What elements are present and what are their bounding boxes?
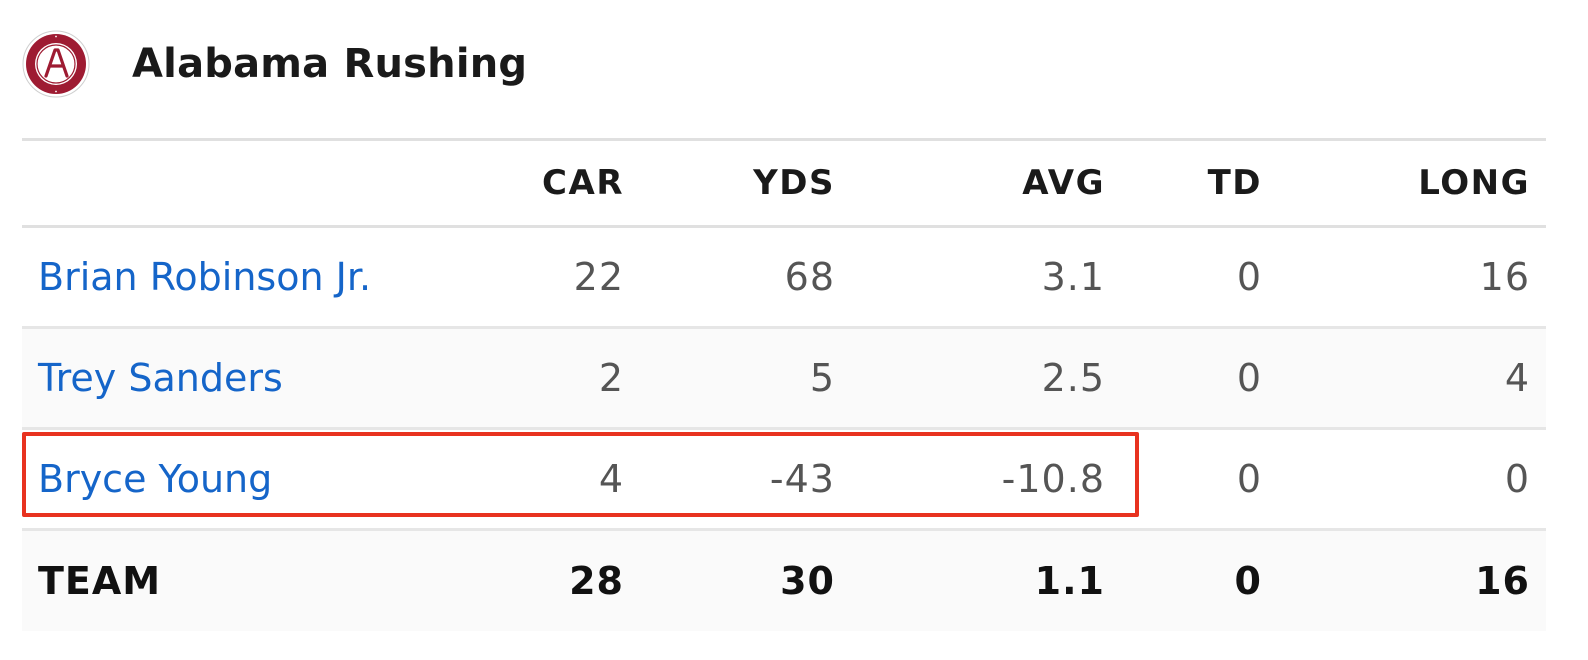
team-label: TEAM <box>38 559 162 603</box>
cell-long: 4 <box>1504 356 1530 400</box>
cell-long: 0 <box>1504 457 1530 501</box>
cell-yds: 5 <box>809 356 835 400</box>
cell-td: 0 <box>1236 356 1262 400</box>
player-link[interactable]: Brian Robinson Jr. <box>38 255 372 299</box>
table-header-row: CAR YDS AVG TD LONG <box>22 138 1546 228</box>
table-row: Trey Sanders 2 5 2.5 0 4 <box>22 329 1546 430</box>
table-row: Brian Robinson Jr. 22 68 3.1 0 16 <box>22 228 1546 329</box>
column-header-avg[interactable]: AVG <box>1022 163 1105 203</box>
cell-long: 16 <box>1479 255 1530 299</box>
cell-avg: -10.8 <box>1001 457 1105 501</box>
table-header: Alabama Rushing <box>22 28 527 100</box>
cell-yds: -43 <box>769 457 835 501</box>
column-header-car[interactable]: CAR <box>542 163 624 203</box>
cell-avg: 2.5 <box>1041 356 1105 400</box>
cell-td: 0 <box>1236 255 1262 299</box>
cell-yds: 68 <box>784 255 835 299</box>
player-link[interactable]: Trey Sanders <box>38 356 283 400</box>
player-link[interactable]: Bryce Young <box>38 457 273 501</box>
cell-car: 28 <box>569 559 624 603</box>
table-row: Bryce Young 4 -43 -10.8 0 0 <box>22 430 1546 531</box>
cell-car: 22 <box>573 255 624 299</box>
cell-car: 4 <box>598 457 624 501</box>
alabama-logo-icon <box>22 30 90 98</box>
cell-td: 0 <box>1234 559 1262 603</box>
column-header-long[interactable]: LONG <box>1418 163 1530 203</box>
rushing-table: CAR YDS AVG TD LONG Brian Robinson Jr. 2… <box>22 138 1546 631</box>
cell-car: 2 <box>598 356 624 400</box>
column-header-td[interactable]: TD <box>1207 163 1262 203</box>
column-header-yds[interactable]: YDS <box>753 163 835 203</box>
cell-td: 0 <box>1236 457 1262 501</box>
cell-avg: 1.1 <box>1034 559 1105 603</box>
cell-long: 16 <box>1475 559 1530 603</box>
cell-yds: 30 <box>780 559 835 603</box>
team-total-row: TEAM 28 30 1.1 0 16 <box>22 531 1546 631</box>
page-title: Alabama Rushing <box>132 41 528 87</box>
cell-avg: 3.1 <box>1041 255 1105 299</box>
